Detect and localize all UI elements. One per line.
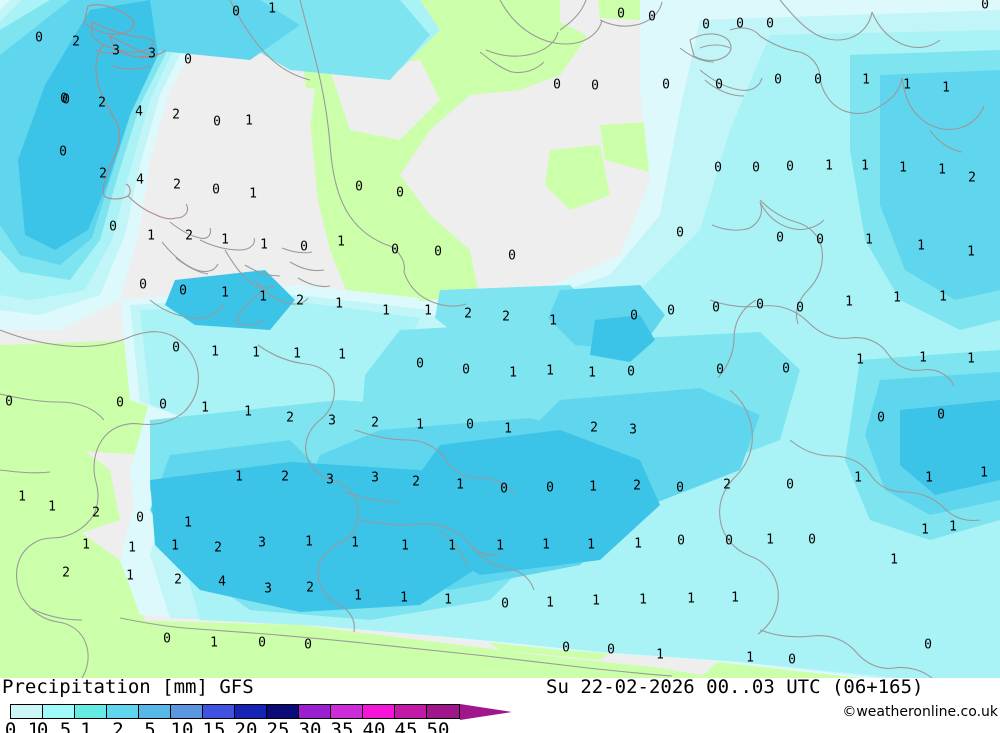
legend-overflow-arrow	[460, 704, 512, 720]
legend-swatch-0.5	[43, 705, 75, 718]
legend-tick-25: 25	[266, 719, 290, 733]
legend-title: Precipitation [mm] GFS	[2, 676, 254, 698]
legend-tick-30: 30	[298, 719, 322, 733]
legend-tick-50: 50	[426, 719, 450, 733]
legend-tick-20: 20	[234, 719, 258, 733]
precip-contour-bands	[0, 0, 1000, 678]
legend-bar-area: Precipitation [mm] GFS 0.1 0.5 1 2 5 10 15 20 25…	[0, 676, 1000, 733]
map-canvas	[0, 0, 1000, 678]
legend-tick-5: 5	[144, 719, 156, 733]
legend-swatch-15	[203, 705, 235, 718]
legend-color-scale	[10, 704, 460, 719]
legend-tick-2: 2	[112, 719, 124, 733]
legend-tick-10: 10	[170, 719, 194, 733]
valid-time-stamp: Su 22-02-2026 00..03 UTC (06+165)	[546, 676, 924, 698]
legend-swatch-20	[235, 705, 267, 718]
legend-swatch-0.1	[11, 705, 43, 718]
legend-swatch-5	[139, 705, 171, 718]
legend-tick-1: 1	[80, 719, 92, 733]
country-borders	[0, 0, 985, 678]
legend-tick-35: 35	[330, 719, 354, 733]
legend-swatch-2	[107, 705, 139, 718]
legend-tick-0.1: 0.1	[4, 719, 40, 733]
legend-swatch-40	[363, 705, 395, 718]
legend-swatch-1	[75, 705, 107, 718]
legend-swatch-25	[267, 705, 299, 718]
legend-swatch-35	[331, 705, 363, 718]
legend-tick-0.5: 0.5	[36, 719, 72, 733]
legend-swatch-30	[299, 705, 331, 718]
precip-band-4	[18, 0, 158, 250]
legend-tick-45: 45	[394, 719, 418, 733]
legend-swatch-50	[427, 705, 459, 718]
legend-tick-15: 15	[202, 719, 226, 733]
legend-swatch-10	[171, 705, 203, 718]
copyright-notice[interactable]: ©weatheronline.co.uk	[842, 704, 998, 720]
legend-swatch-45	[395, 705, 427, 718]
legend-tick-labels: 0.1 0.5 1 2 5 10 15 20 25 30 35 40 45 50	[0, 719, 540, 733]
legend-tick-40: 40	[362, 719, 386, 733]
